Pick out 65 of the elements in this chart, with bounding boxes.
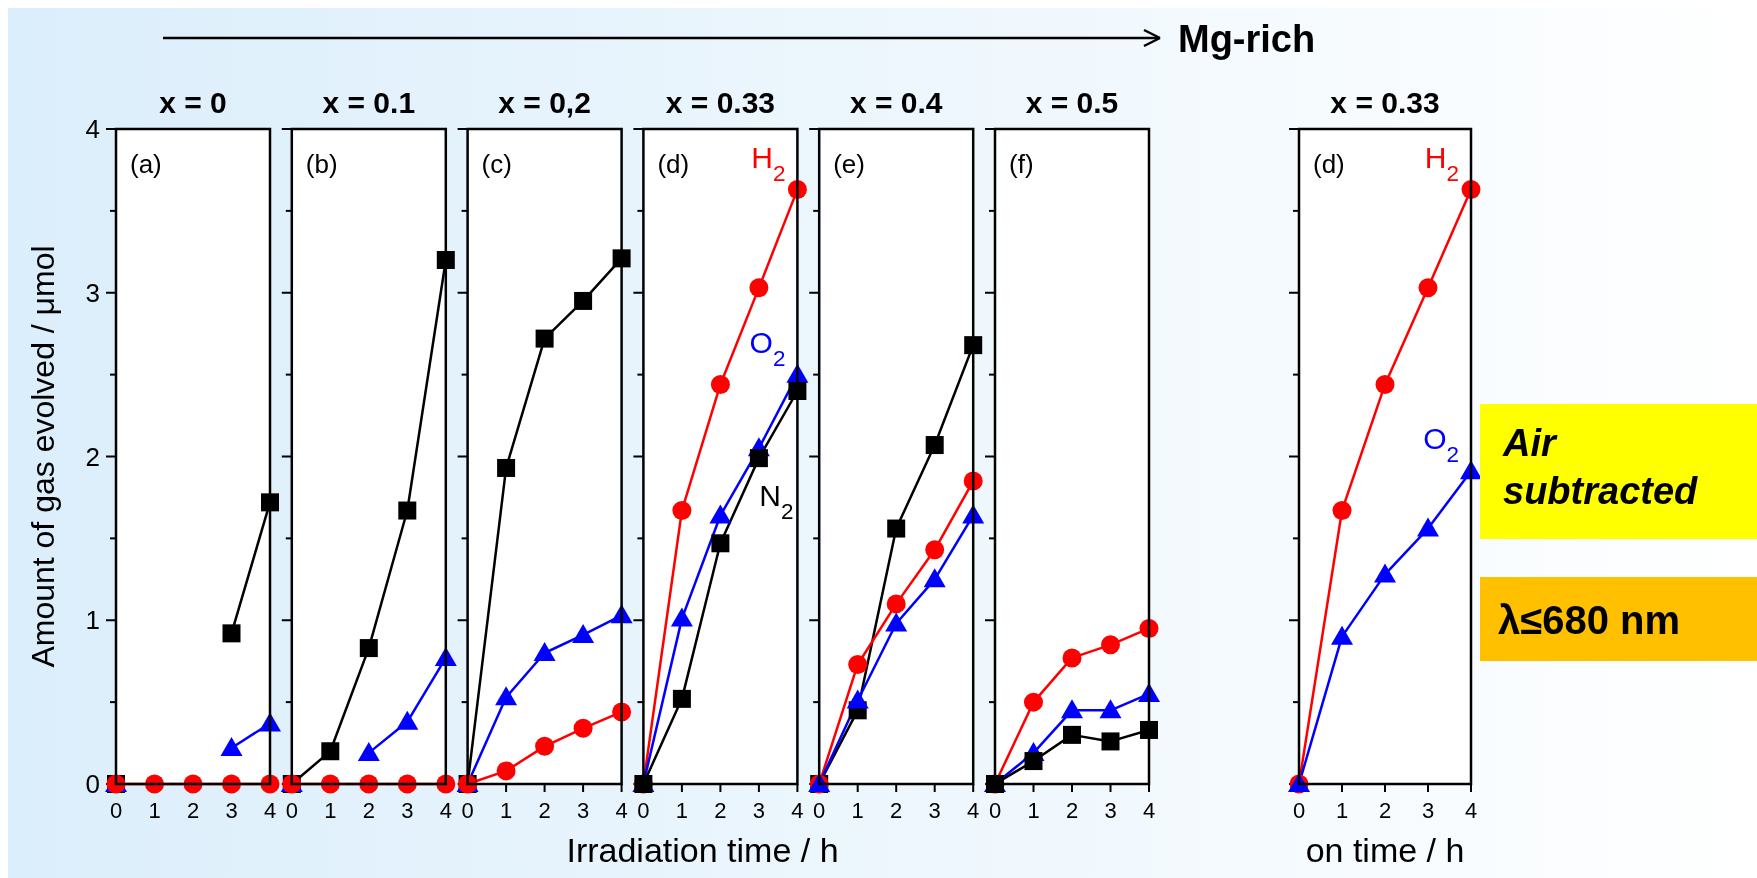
x-tick-label: 3: [576, 798, 590, 823]
y-tick-label: 1: [85, 605, 100, 636]
x-tick-label: 1: [1335, 798, 1349, 823]
x-tick-label: 2: [1065, 798, 1079, 823]
chart-title: x = 0.33: [1330, 86, 1440, 119]
x-tick-label: 2: [714, 798, 727, 823]
chart-title: x = 0.33: [665, 86, 776, 119]
x-tick-label: 3: [928, 798, 941, 823]
x-tick-label: 3: [1421, 798, 1435, 823]
annotation: (a): [130, 149, 162, 179]
x-tick-label: 2: [890, 798, 903, 823]
y-tick-label: 0: [85, 769, 100, 799]
x-tick-label: 4: [967, 798, 980, 823]
x-tick-label: 3: [1104, 798, 1117, 823]
x-tick-label: 4: [439, 798, 452, 823]
x-axis-title: on time / h: [1305, 831, 1465, 869]
annotation: (d): [657, 149, 690, 179]
x-tick-label: 1: [851, 798, 864, 823]
series-label: N$_{2}$: [759, 479, 794, 524]
annotation: (d): [1313, 149, 1345, 179]
text: λ≤680 nm: [1498, 598, 1681, 642]
x-tick-label: 0: [1292, 798, 1306, 823]
chart-title: x = 0.5: [1025, 86, 1119, 119]
annotation: (f): [1009, 149, 1034, 179]
text: Air subtracted: [1502, 422, 1699, 512]
x-tick-label: 3: [225, 798, 238, 823]
y-axis-title: Amount of gas evolved / μmol: [25, 245, 61, 668]
x-tick-label: 4: [615, 798, 628, 823]
x-tick-label: 1: [499, 798, 513, 823]
x-axis-title: Irradiation time / h: [566, 831, 839, 869]
annotation: (c): [481, 149, 512, 179]
text: Mg-rich: [1178, 18, 1316, 60]
x-tick-label: 1: [148, 798, 161, 823]
x-tick-label: 0: [285, 798, 298, 823]
chart-title: x = 0.1: [322, 86, 416, 119]
x-tick-label: 4: [791, 798, 804, 823]
x-tick-label: 3: [401, 798, 414, 823]
y-tick-label: 3: [85, 277, 100, 308]
x-tick-label: 4: [1464, 798, 1478, 823]
annotation: (b): [305, 149, 338, 179]
x-tick-label: 4: [263, 798, 277, 823]
series-label: H$_{2}$: [1424, 140, 1459, 186]
x-tick-label: 4: [1142, 798, 1156, 823]
annotation: (e): [833, 149, 865, 179]
chart-title: x = 0.4: [849, 86, 943, 119]
x-tick-label: 1: [675, 798, 689, 823]
series-label: O$_{2}$: [1423, 422, 1459, 467]
y-tick-label: 2: [85, 441, 100, 472]
x-tick-label: 2: [538, 798, 551, 823]
series-label: O$_{2}$: [749, 325, 786, 371]
x-tick-label: 2: [186, 798, 200, 823]
chart-title: x = 0: [159, 86, 227, 119]
x-tick-label: 0: [461, 798, 474, 823]
x-tick-label: 2: [1378, 798, 1392, 823]
x-tick-label: 1: [324, 798, 337, 823]
x-tick-label: 0: [813, 798, 826, 823]
x-tick-label: 0: [988, 798, 1002, 823]
x-tick-label: 0: [109, 798, 123, 823]
x-tick-label: 1: [1027, 798, 1040, 823]
x-tick-label: 3: [752, 798, 766, 823]
chart-title: x = 0,2: [498, 86, 591, 119]
x-tick-label: 2: [362, 798, 375, 823]
series-label: H$_{2}$: [751, 140, 786, 186]
y-tick-label: 4: [85, 114, 100, 144]
x-tick-label: 0: [637, 798, 650, 823]
